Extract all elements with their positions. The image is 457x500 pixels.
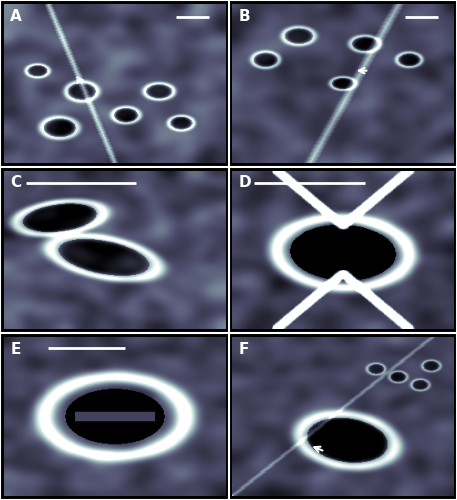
Text: D: D xyxy=(239,176,251,190)
Text: C: C xyxy=(11,176,21,190)
Text: F: F xyxy=(239,342,249,357)
Text: E: E xyxy=(11,342,21,357)
Text: B: B xyxy=(239,9,250,24)
Text: A: A xyxy=(11,9,22,24)
